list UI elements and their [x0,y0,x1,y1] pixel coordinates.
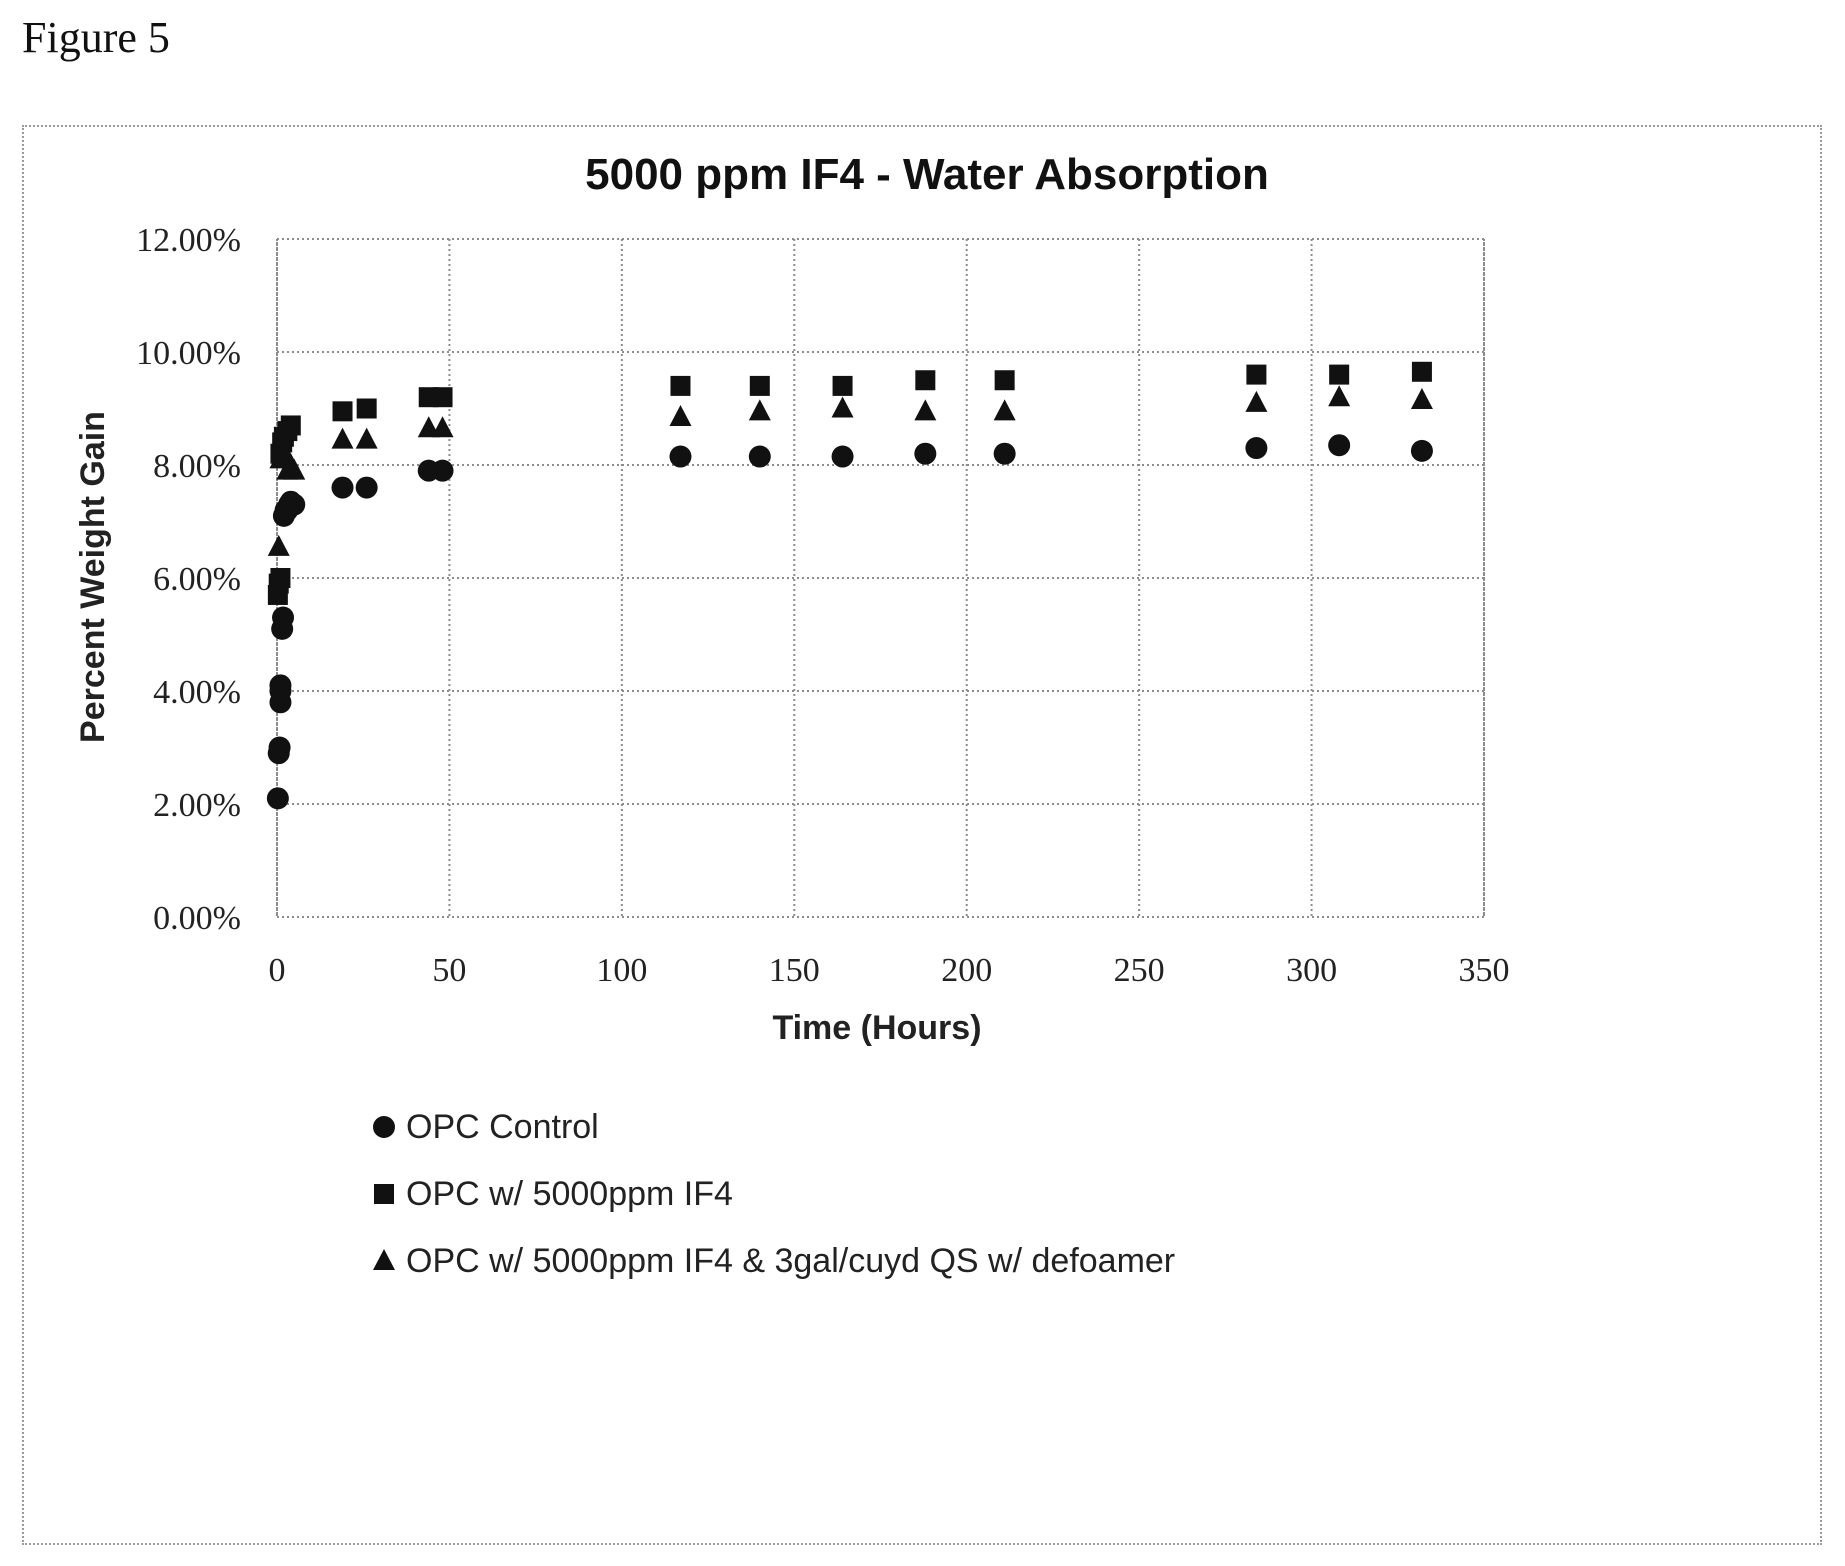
data-point-triangle [431,416,454,438]
x-tick-label: 350 [1459,952,1510,989]
data-point-circle [272,606,295,629]
data-point-circle [1245,437,1268,460]
y-tick-label: 0.00% [153,900,241,937]
data-point-square [356,398,377,419]
data-point-square [994,370,1015,391]
x-tick-label: 0 [269,952,286,989]
data-point-circle [331,476,354,499]
data-point-circle [914,442,937,465]
data-point-square [332,401,353,422]
data-point-square [280,415,301,436]
data-point-circle [355,476,378,499]
data-point-triangle [1328,385,1351,407]
data-point-triangle [331,427,354,449]
data-point-triangle [267,534,290,556]
data-point-square [432,387,453,408]
x-tick-label: 100 [596,952,647,989]
legend-label: OPC Control [406,1108,599,1146]
data-point-circle [266,787,289,810]
data-point-triangle [1410,388,1433,410]
legend-marker-triangle [373,1249,395,1270]
legend-item: OPC w/ 5000ppm IF4 [374,1175,733,1213]
data-point-triangle [993,399,1016,421]
y-tick-label: 12.00% [136,222,241,259]
legend-label: OPC w/ 5000ppm IF4 & 3gal/cuyd QS w/ def… [406,1242,1175,1280]
y-tick-label: 4.00% [153,674,241,711]
data-point-square [915,370,936,391]
data-point-square [670,375,691,396]
x-tick-label: 50 [432,952,466,989]
chart-frame: 5000 ppm IF4 - Water Absorption 0.00% 2.0… [22,125,1822,1545]
y-tick-label: 2.00% [153,787,241,824]
y-tick-label: 8.00% [153,448,241,485]
y-tick-label: 10.00% [136,335,241,372]
legend-item: OPC Control [373,1108,599,1146]
data-points [266,361,1433,810]
data-point-circle [268,736,291,759]
data-point-circle [831,445,854,468]
x-tick-label: 200 [941,952,992,989]
data-point-triangle [914,399,937,421]
figure-label: Figure 5 [22,13,170,62]
gridlines [276,238,1485,918]
x-tick-label: 300 [1286,952,1337,989]
data-point-triangle [1245,390,1268,412]
legend-label: OPC w/ 5000ppm IF4 [406,1175,733,1213]
data-point-triangle [748,399,771,421]
data-point-square [1329,364,1350,385]
data-point-triangle [283,458,306,480]
x-tick-label: 150 [769,952,820,989]
scatter-chart: 5000 ppm IF4 - Water Absorption 0.00% 2.0… [74,150,1510,1280]
data-point-triangle [831,396,854,418]
data-point-triangle [669,404,692,426]
data-point-circle [269,674,292,697]
data-point-square [270,568,291,588]
legend-marker-circle [373,1116,395,1138]
legend-item: OPC w/ 5000ppm IF4 & 3gal/cuyd QS w/ def… [373,1242,1175,1280]
data-point-circle [669,445,692,468]
data-point-circle [431,459,454,482]
data-point-circle [993,442,1016,465]
tick-labels: 0.00% 2.00% 4.00% 6.00% 8.00% 10.00% 12.00% 0 50… [136,222,1509,989]
data-point-square [1246,364,1267,385]
data-point-square [749,375,770,396]
chart-title: 5000 ppm IF4 - Water Absorption [585,150,1269,199]
legend-marker-square [374,1184,394,1204]
legend: OPC Control OPC w/ 5000ppm IF4 OPC w/ 5000… [373,1108,1175,1280]
y-axis-title: Percent Weight Gain [74,411,112,743]
data-point-square [1411,361,1432,382]
data-point-circle [1410,439,1433,462]
data-point-square [832,375,853,396]
data-point-triangle [355,427,378,449]
data-point-circle [1328,434,1351,457]
data-point-circle [748,445,771,468]
data-point-triangle [417,416,440,438]
x-tick-label: 250 [1114,952,1165,989]
data-point-circle [283,493,306,516]
x-axis-title: Time (Hours) [772,1009,981,1047]
y-tick-label: 6.00% [153,561,241,598]
